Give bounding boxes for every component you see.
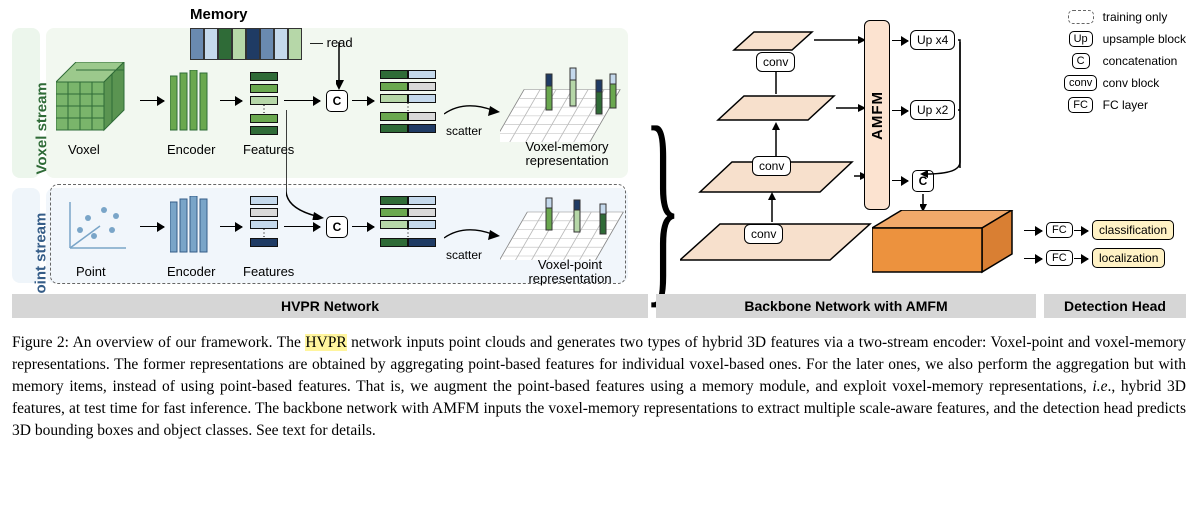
voxel-cube-icon <box>56 62 138 136</box>
legend-fc-icon: FC <box>1068 97 1093 113</box>
voxel-point-features: ⋮ <box>380 196 436 250</box>
arrow-icon <box>1074 230 1088 231</box>
arrow-icon <box>284 226 320 227</box>
legend-fc: FC layer <box>1103 98 1148 112</box>
arrow-icon <box>892 110 908 111</box>
caption-highlight: HVPR <box>305 334 346 351</box>
legend-conv: conv block <box>1103 76 1160 90</box>
feature-cuboid <box>872 210 1032 280</box>
scatter-arrow-icon <box>444 100 502 130</box>
concat-box-2: C <box>326 216 348 238</box>
legend: training only Up upsample block Cconcaten… <box>1065 8 1186 118</box>
arrow-icon <box>352 100 374 101</box>
c-label: C <box>333 94 342 108</box>
legend-c-icon: C <box>1072 53 1090 69</box>
caption-ie: i.e <box>1092 378 1107 395</box>
arrow-icon <box>1024 230 1042 231</box>
voxel-label: Voxel <box>68 142 100 157</box>
point-cloud-icon <box>60 196 134 260</box>
read-arrow-icon <box>336 42 354 92</box>
legend-up-icon: Up <box>1069 31 1093 47</box>
section-backbone: Backbone Network with AMFM <box>656 294 1036 318</box>
conv-pill-2: conv <box>752 156 791 176</box>
legend-dashed-icon <box>1068 10 1094 24</box>
classification-head: classification <box>1092 220 1174 240</box>
conv-pill-1: conv <box>744 224 783 244</box>
encoder-label-1: Encoder <box>167 142 215 157</box>
into-c-arrow <box>918 42 968 178</box>
caption-prefix: Figure 2: An overview of our framework. … <box>12 334 305 351</box>
point-features: ⋮ <box>250 196 278 250</box>
section-head: Detection Head <box>1044 294 1186 318</box>
arrow-icon <box>220 100 242 101</box>
legend-conv-icon: conv <box>1064 75 1097 91</box>
features-label-2: Features <box>243 264 294 279</box>
voxel-memory-features: ⋮ <box>380 70 436 136</box>
encoder-label-2: Encoder <box>167 264 215 279</box>
concat-box-1: C <box>326 90 348 112</box>
arrow-icon <box>1024 258 1042 259</box>
arrow-icon <box>352 226 374 227</box>
voxel-encoder-icon <box>170 70 218 134</box>
arrow-icon <box>1074 258 1088 259</box>
fc-2: FC <box>1046 250 1073 266</box>
scatter-arrow-icon <box>444 224 502 254</box>
down-arrow-icon <box>286 110 346 220</box>
conv-pill-3: conv <box>756 52 795 72</box>
architecture-diagram: Voxel stream Point stream Memory — read … <box>0 0 1198 320</box>
arrow-icon <box>220 226 242 227</box>
vm-rep-label: Voxel-memoryrepresentation <box>512 140 622 169</box>
amfm-block: AMFM <box>864 20 890 210</box>
vp-rep-label: Voxel-pointrepresentation <box>520 258 620 287</box>
amfm-label: AMFM <box>869 91 886 140</box>
arrow-icon <box>140 100 164 101</box>
figure-caption: Figure 2: An overview of our framework. … <box>12 332 1186 442</box>
point-label: Point <box>76 264 106 279</box>
arrow-icon <box>892 40 908 41</box>
memory-title: Memory <box>190 6 248 23</box>
legend-training: training only <box>1103 10 1168 24</box>
arrow-icon <box>284 100 320 101</box>
section-hvpr: HVPR Network <box>12 294 648 318</box>
voxel-features: ⋮ <box>250 72 278 138</box>
point-encoder-icon <box>170 196 218 256</box>
legend-up: upsample block <box>1103 32 1186 46</box>
legend-c: concatenation <box>1103 54 1178 68</box>
arrow-icon <box>140 226 164 227</box>
voxel-memory-grid <box>500 62 624 142</box>
fc-1: FC <box>1046 222 1073 238</box>
voxel-point-grid <box>500 190 624 260</box>
arrow-icon <box>892 180 908 181</box>
memory-bar <box>190 28 302 60</box>
brace-icon: } <box>644 138 681 270</box>
localization-head: localization <box>1092 248 1165 268</box>
